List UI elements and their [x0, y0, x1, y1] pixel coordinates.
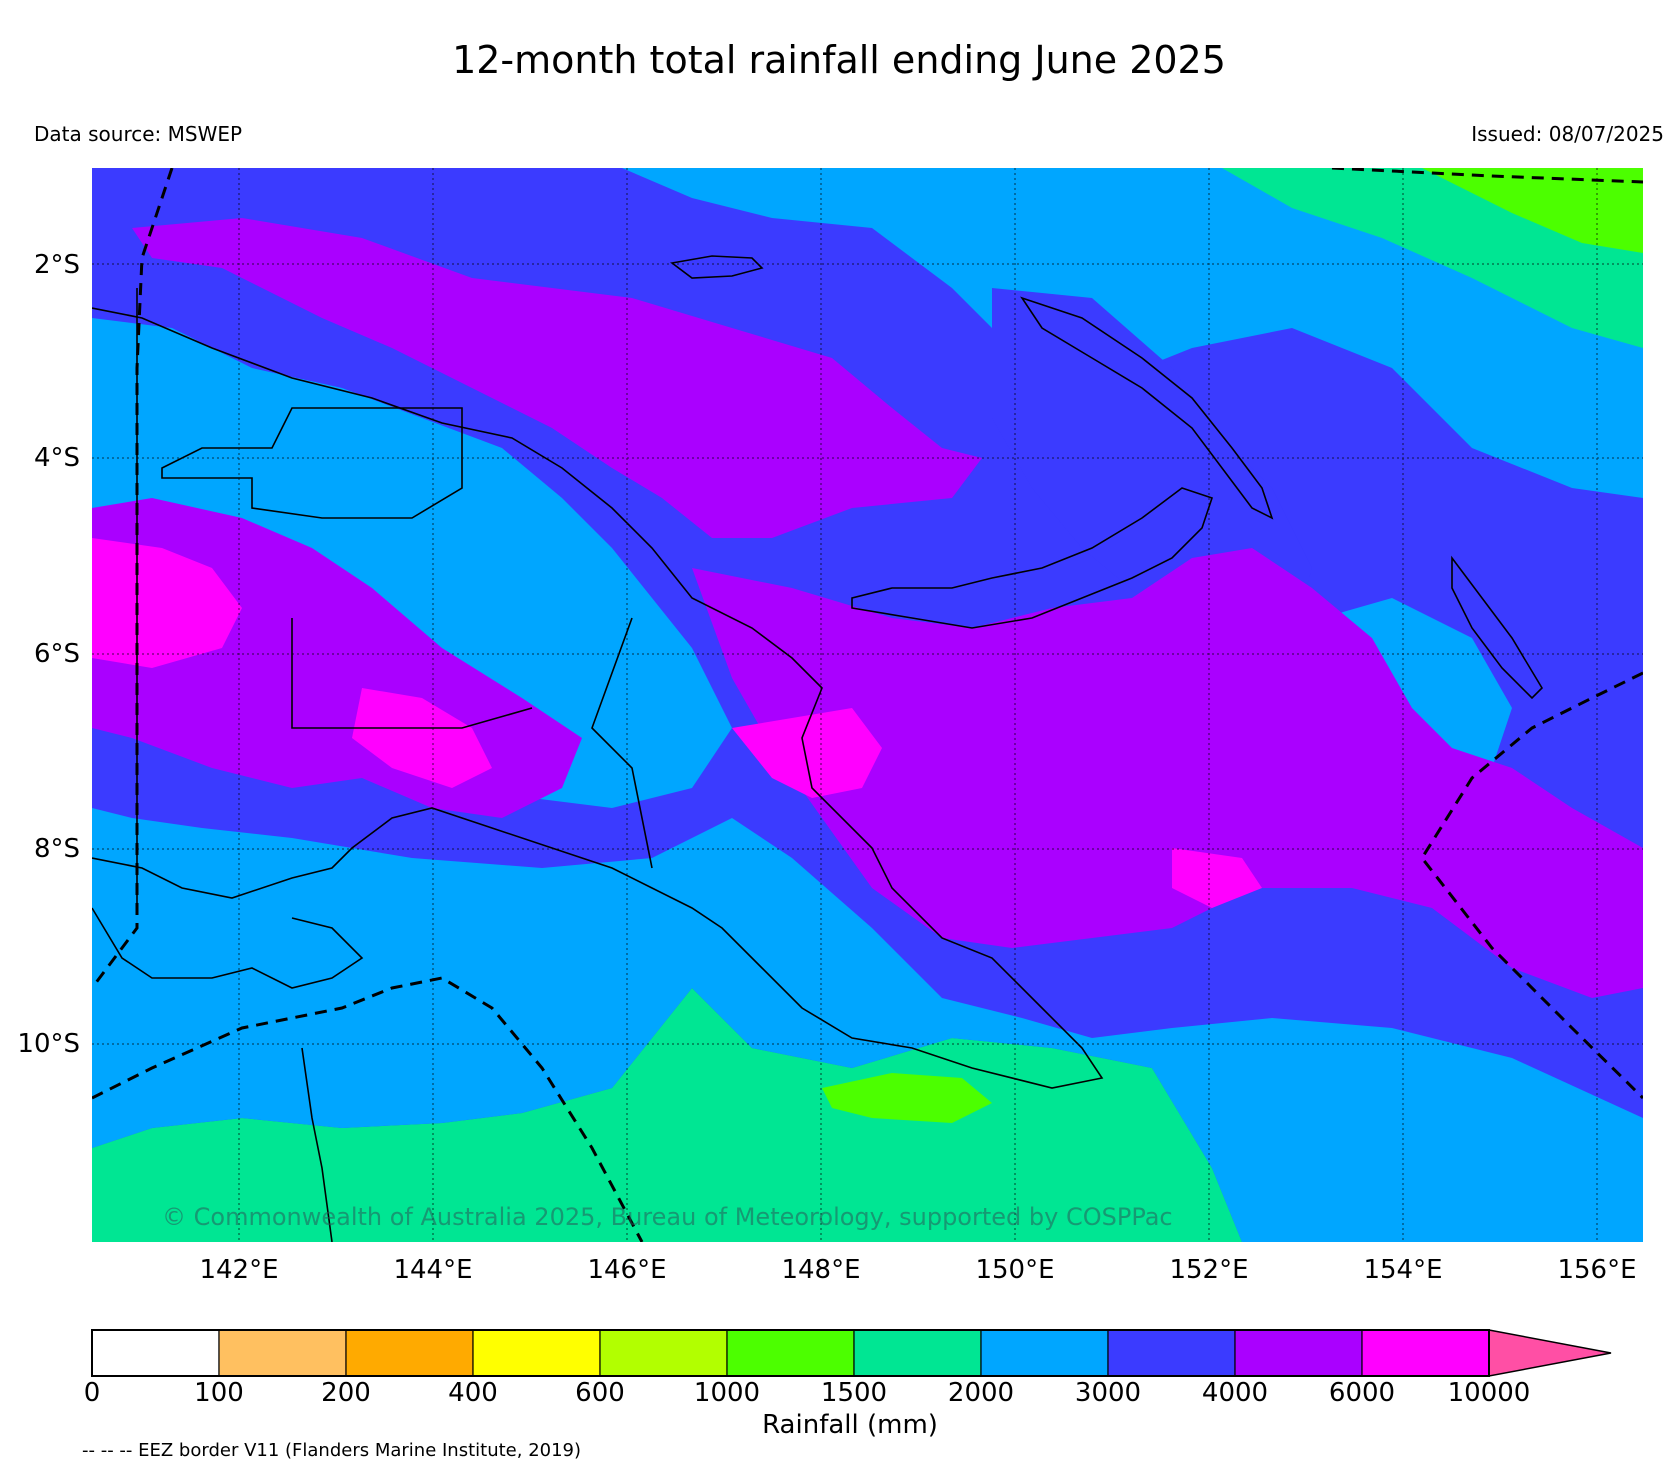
rain-zone-10000-west	[92, 538, 242, 668]
colorbar-bin-4	[599, 1329, 728, 1377]
data-source: Data source: MSWEP	[34, 122, 243, 146]
colorbar-label-3: 400	[448, 1378, 498, 1408]
rain-zone-1500-ne	[1422, 168, 1643, 253]
colorbar-bin-2	[345, 1329, 474, 1377]
lon-label-150e: 150°E	[975, 1255, 1055, 1285]
rain-zone-10000-fly	[352, 688, 492, 788]
colorbar-bin-3	[472, 1329, 601, 1377]
lat-label-10s: 10°S	[17, 1029, 80, 1059]
lon-label-144e: 144°E	[393, 1255, 473, 1285]
colorbar-title: Rainfall (mm)	[762, 1410, 938, 1440]
rain-zone-10000-east	[1172, 848, 1262, 908]
colorbar-bin-0	[91, 1329, 220, 1377]
rain-zone-4000-bismarck	[992, 288, 1312, 638]
colorbar-label-1: 100	[194, 1378, 244, 1408]
graticule	[92, 168, 1643, 1242]
colorbar-label-6: 1500	[820, 1378, 888, 1408]
lon-label-152e: 152°E	[1169, 1255, 1249, 1285]
lat-label-8s: 8°S	[33, 834, 80, 864]
colorbar-bin-9	[1234, 1329, 1363, 1377]
lat-label-2s: 2°S	[33, 250, 80, 280]
lon-label-148e: 148°E	[781, 1255, 861, 1285]
colorbar-label-10: 6000	[1328, 1378, 1396, 1408]
copyright-notice: © Commonwealth of Australia 2025, Bureau…	[162, 1203, 1173, 1231]
coastlines	[92, 255, 1544, 1242]
colorbar-bin-8	[1107, 1329, 1236, 1377]
lon-label-142e: 142°E	[199, 1255, 279, 1285]
rain-zone-3000-ne	[622, 168, 1643, 498]
colorbar-label-5: 1000	[693, 1378, 761, 1408]
rain-zone-6000-central	[692, 548, 1643, 998]
lat-label-4s: 4°S	[33, 443, 80, 473]
eez-border	[92, 168, 1643, 1242]
eez-legend-note: -- -- -- EEZ border V11 (Flanders Marine…	[82, 1440, 582, 1461]
issued-date: Issued: 08/07/2025	[1471, 122, 1664, 146]
colorbar	[91, 1329, 1612, 1377]
colorbar-label-7: 2000	[947, 1378, 1015, 1408]
rainfall-map	[92, 168, 1643, 1242]
colorbar-label-9: 4000	[1201, 1378, 1269, 1408]
lon-label-156e: 156°E	[1557, 1255, 1637, 1285]
lon-label-146e: 146°E	[587, 1255, 667, 1285]
lat-label-6s: 6°S	[33, 639, 80, 669]
colorbar-bin-10	[1361, 1329, 1490, 1377]
colorbar-bin-1	[218, 1329, 347, 1377]
colorbar-bin-6	[853, 1329, 982, 1377]
rain-zone-2000	[92, 988, 1242, 1242]
map-title: 12-month total rainfall ending June 2025	[452, 38, 1226, 82]
colorbar-label-4: 600	[575, 1378, 625, 1408]
colorbar-label-8: 3000	[1074, 1378, 1142, 1408]
lon-label-154e: 154°E	[1363, 1255, 1443, 1285]
colorbar-extend-arrow	[1488, 1329, 1612, 1377]
rain-zone-6000-north	[132, 218, 982, 538]
rain-zone-3000-west	[92, 318, 732, 808]
colorbar-bin-7	[980, 1329, 1109, 1377]
rain-zone-1500	[822, 1073, 992, 1123]
colorbar-label-0: 0	[83, 1378, 101, 1408]
colorbar-bin-5	[726, 1329, 855, 1377]
colorbar-label-11: 10000	[1447, 1378, 1531, 1408]
rain-zone-10000-huon	[732, 708, 882, 798]
rain-zone-3000-south	[92, 808, 1643, 1242]
colorbar-label-2: 200	[321, 1378, 371, 1408]
